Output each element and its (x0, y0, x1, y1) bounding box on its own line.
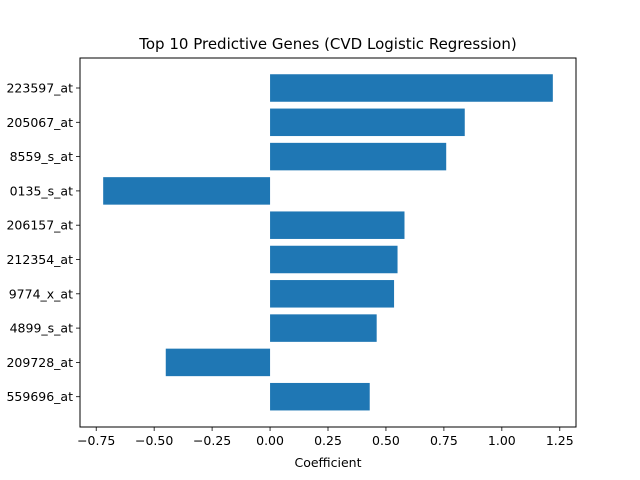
x-tick-label: 0.25 (314, 433, 342, 448)
x-axis-ticks: −0.75 −0.50 −0.25 0.00 0.25 0.50 0.75 1.00 1.25 (77, 427, 574, 448)
y-tick-label: 4899_s_at (10, 321, 73, 336)
bar-9774_x_at (270, 280, 395, 308)
chart-title: Top 10 Predictive Genes (CVD Logistic Re… (138, 35, 516, 53)
bar-8559_s_at (270, 142, 447, 171)
bar-4899_s_at (270, 314, 377, 342)
x-tick-label: 0.75 (430, 433, 458, 448)
y-tick-label: 212354_at (6, 252, 73, 267)
x-axis-label: Coefficient (294, 455, 361, 470)
bar-209728_at (165, 348, 271, 377)
x-tick-label: −0.25 (193, 433, 231, 448)
bars-group (103, 74, 553, 411)
y-tick-label: 205067_at (6, 115, 73, 130)
plot-frame (79, 57, 577, 428)
bar-205067_at (270, 108, 465, 137)
bar-212354_at (270, 245, 398, 274)
y-tick-label: 559696_at (6, 389, 73, 404)
y-tick-label: 0135_s_at (10, 183, 73, 198)
y-tick-label: 206157_at (6, 218, 73, 233)
x-tick-label: −0.50 (135, 433, 173, 448)
bar-206157_at (270, 211, 405, 239)
x-tick-label: 1.25 (546, 433, 574, 448)
y-tick-label: 209728_at (6, 355, 73, 370)
y-axis-ticks: 223597_at 205067_at 8559_s_at 0135_s_at 2061… (6, 81, 80, 404)
y-tick-label: 223597_at (6, 81, 73, 96)
bar-0135_s_at (103, 177, 271, 205)
y-tick-label: 8559_s_at (10, 149, 73, 164)
bar-223597_at (270, 74, 553, 102)
x-tick-label: 0.50 (372, 433, 400, 448)
x-tick-label: 0.00 (256, 433, 284, 448)
y-tick-label: 9774_x_at (9, 286, 73, 301)
x-tick-label: 1.00 (488, 433, 516, 448)
x-tick-label: −0.75 (77, 433, 115, 448)
bar-559696_at (270, 382, 370, 411)
